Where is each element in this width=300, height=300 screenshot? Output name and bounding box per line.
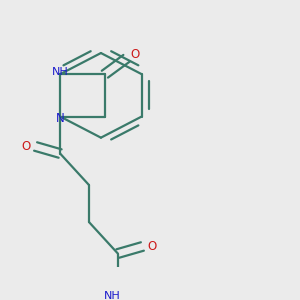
Text: O: O (131, 48, 140, 61)
Text: NH: NH (103, 291, 120, 300)
Text: NH: NH (52, 68, 68, 77)
Text: N: N (56, 112, 64, 125)
Text: O: O (21, 140, 30, 153)
Text: O: O (148, 240, 157, 253)
